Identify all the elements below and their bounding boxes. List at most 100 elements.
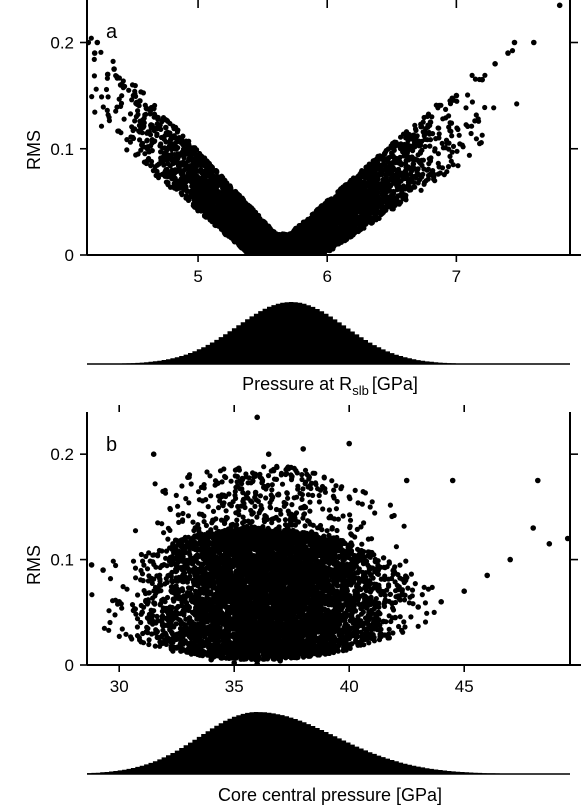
data-point	[179, 182, 185, 188]
scatter-cloud-a	[87, 2, 570, 255]
data-point	[331, 236, 337, 242]
data-point	[176, 151, 182, 157]
data-point	[180, 162, 186, 168]
data-point	[338, 212, 344, 218]
data-point	[410, 161, 416, 167]
data-point	[148, 122, 154, 128]
data-point	[439, 140, 445, 146]
data-point	[338, 228, 344, 234]
data-point	[330, 226, 336, 232]
data-point	[167, 171, 173, 177]
data-point	[169, 151, 175, 157]
data-point	[420, 119, 426, 125]
data-point	[435, 125, 441, 131]
data-point	[403, 135, 409, 141]
data-point	[410, 184, 416, 190]
data-point	[459, 142, 465, 148]
data-point	[200, 187, 206, 193]
data-point	[423, 178, 429, 184]
data-point	[446, 113, 452, 119]
data-point	[341, 221, 347, 227]
data-point	[403, 129, 410, 135]
data-point	[391, 144, 397, 150]
data-point	[432, 146, 438, 152]
data-point	[443, 106, 449, 112]
data-point	[449, 133, 455, 139]
data-point	[206, 189, 212, 195]
data-point	[430, 173, 436, 179]
data-point	[124, 137, 130, 143]
data-point	[412, 122, 418, 128]
data-point	[126, 87, 132, 93]
data-point	[143, 160, 149, 167]
data-point	[152, 113, 158, 119]
data-point	[449, 149, 455, 155]
data-point	[374, 186, 380, 193]
data-point	[412, 144, 418, 150]
data-point	[435, 151, 441, 157]
data-point	[201, 196, 207, 202]
data-point	[201, 176, 207, 182]
data-point	[420, 171, 426, 177]
data-point	[135, 108, 141, 114]
data-point	[402, 141, 408, 148]
data-point	[436, 131, 442, 137]
data-point	[439, 165, 446, 171]
data-point	[116, 75, 122, 81]
data-point	[130, 135, 137, 142]
data-point	[170, 143, 176, 149]
data-point	[473, 112, 479, 118]
data-point	[210, 186, 216, 192]
data-point	[93, 86, 99, 92]
data-point	[163, 152, 169, 158]
data-point	[357, 220, 363, 227]
data-point	[352, 215, 358, 221]
data-point	[183, 175, 189, 181]
data-point	[226, 208, 232, 214]
data-point	[476, 118, 482, 124]
data-point	[321, 202, 327, 209]
data-point	[372, 175, 378, 181]
data-point	[98, 49, 104, 55]
data-point	[386, 187, 392, 193]
data-point	[132, 118, 138, 124]
data-point	[158, 126, 164, 132]
data-point	[305, 217, 311, 223]
data-point	[91, 73, 97, 79]
data-point	[127, 111, 134, 117]
data-point	[103, 86, 110, 93]
data-point	[398, 134, 404, 140]
data-point	[447, 98, 453, 104]
data-point	[206, 184, 212, 190]
data-point	[146, 149, 152, 155]
data-point	[105, 94, 111, 100]
data-point	[231, 237, 237, 243]
data-point	[482, 72, 488, 78]
data-point	[188, 193, 194, 199]
data-point	[445, 164, 452, 170]
data-point	[392, 160, 399, 166]
data-point	[228, 185, 234, 191]
data-point	[193, 185, 199, 191]
data-point	[343, 236, 349, 242]
data-point	[389, 150, 395, 156]
data-point	[398, 187, 404, 193]
data-point	[395, 193, 401, 199]
data-point	[435, 171, 441, 177]
data-point	[469, 99, 475, 105]
data-point	[133, 114, 139, 120]
data-point	[92, 109, 98, 115]
data-point	[180, 141, 186, 148]
data-point	[175, 185, 181, 191]
data-point	[189, 169, 195, 175]
data-point	[185, 197, 192, 203]
data-point	[509, 48, 516, 54]
data-point	[429, 114, 435, 120]
data-point	[362, 221, 368, 227]
data-point	[145, 129, 151, 135]
data-point	[240, 202, 246, 209]
data-point	[463, 122, 469, 128]
data-point	[450, 143, 457, 149]
data-point	[174, 145, 180, 151]
